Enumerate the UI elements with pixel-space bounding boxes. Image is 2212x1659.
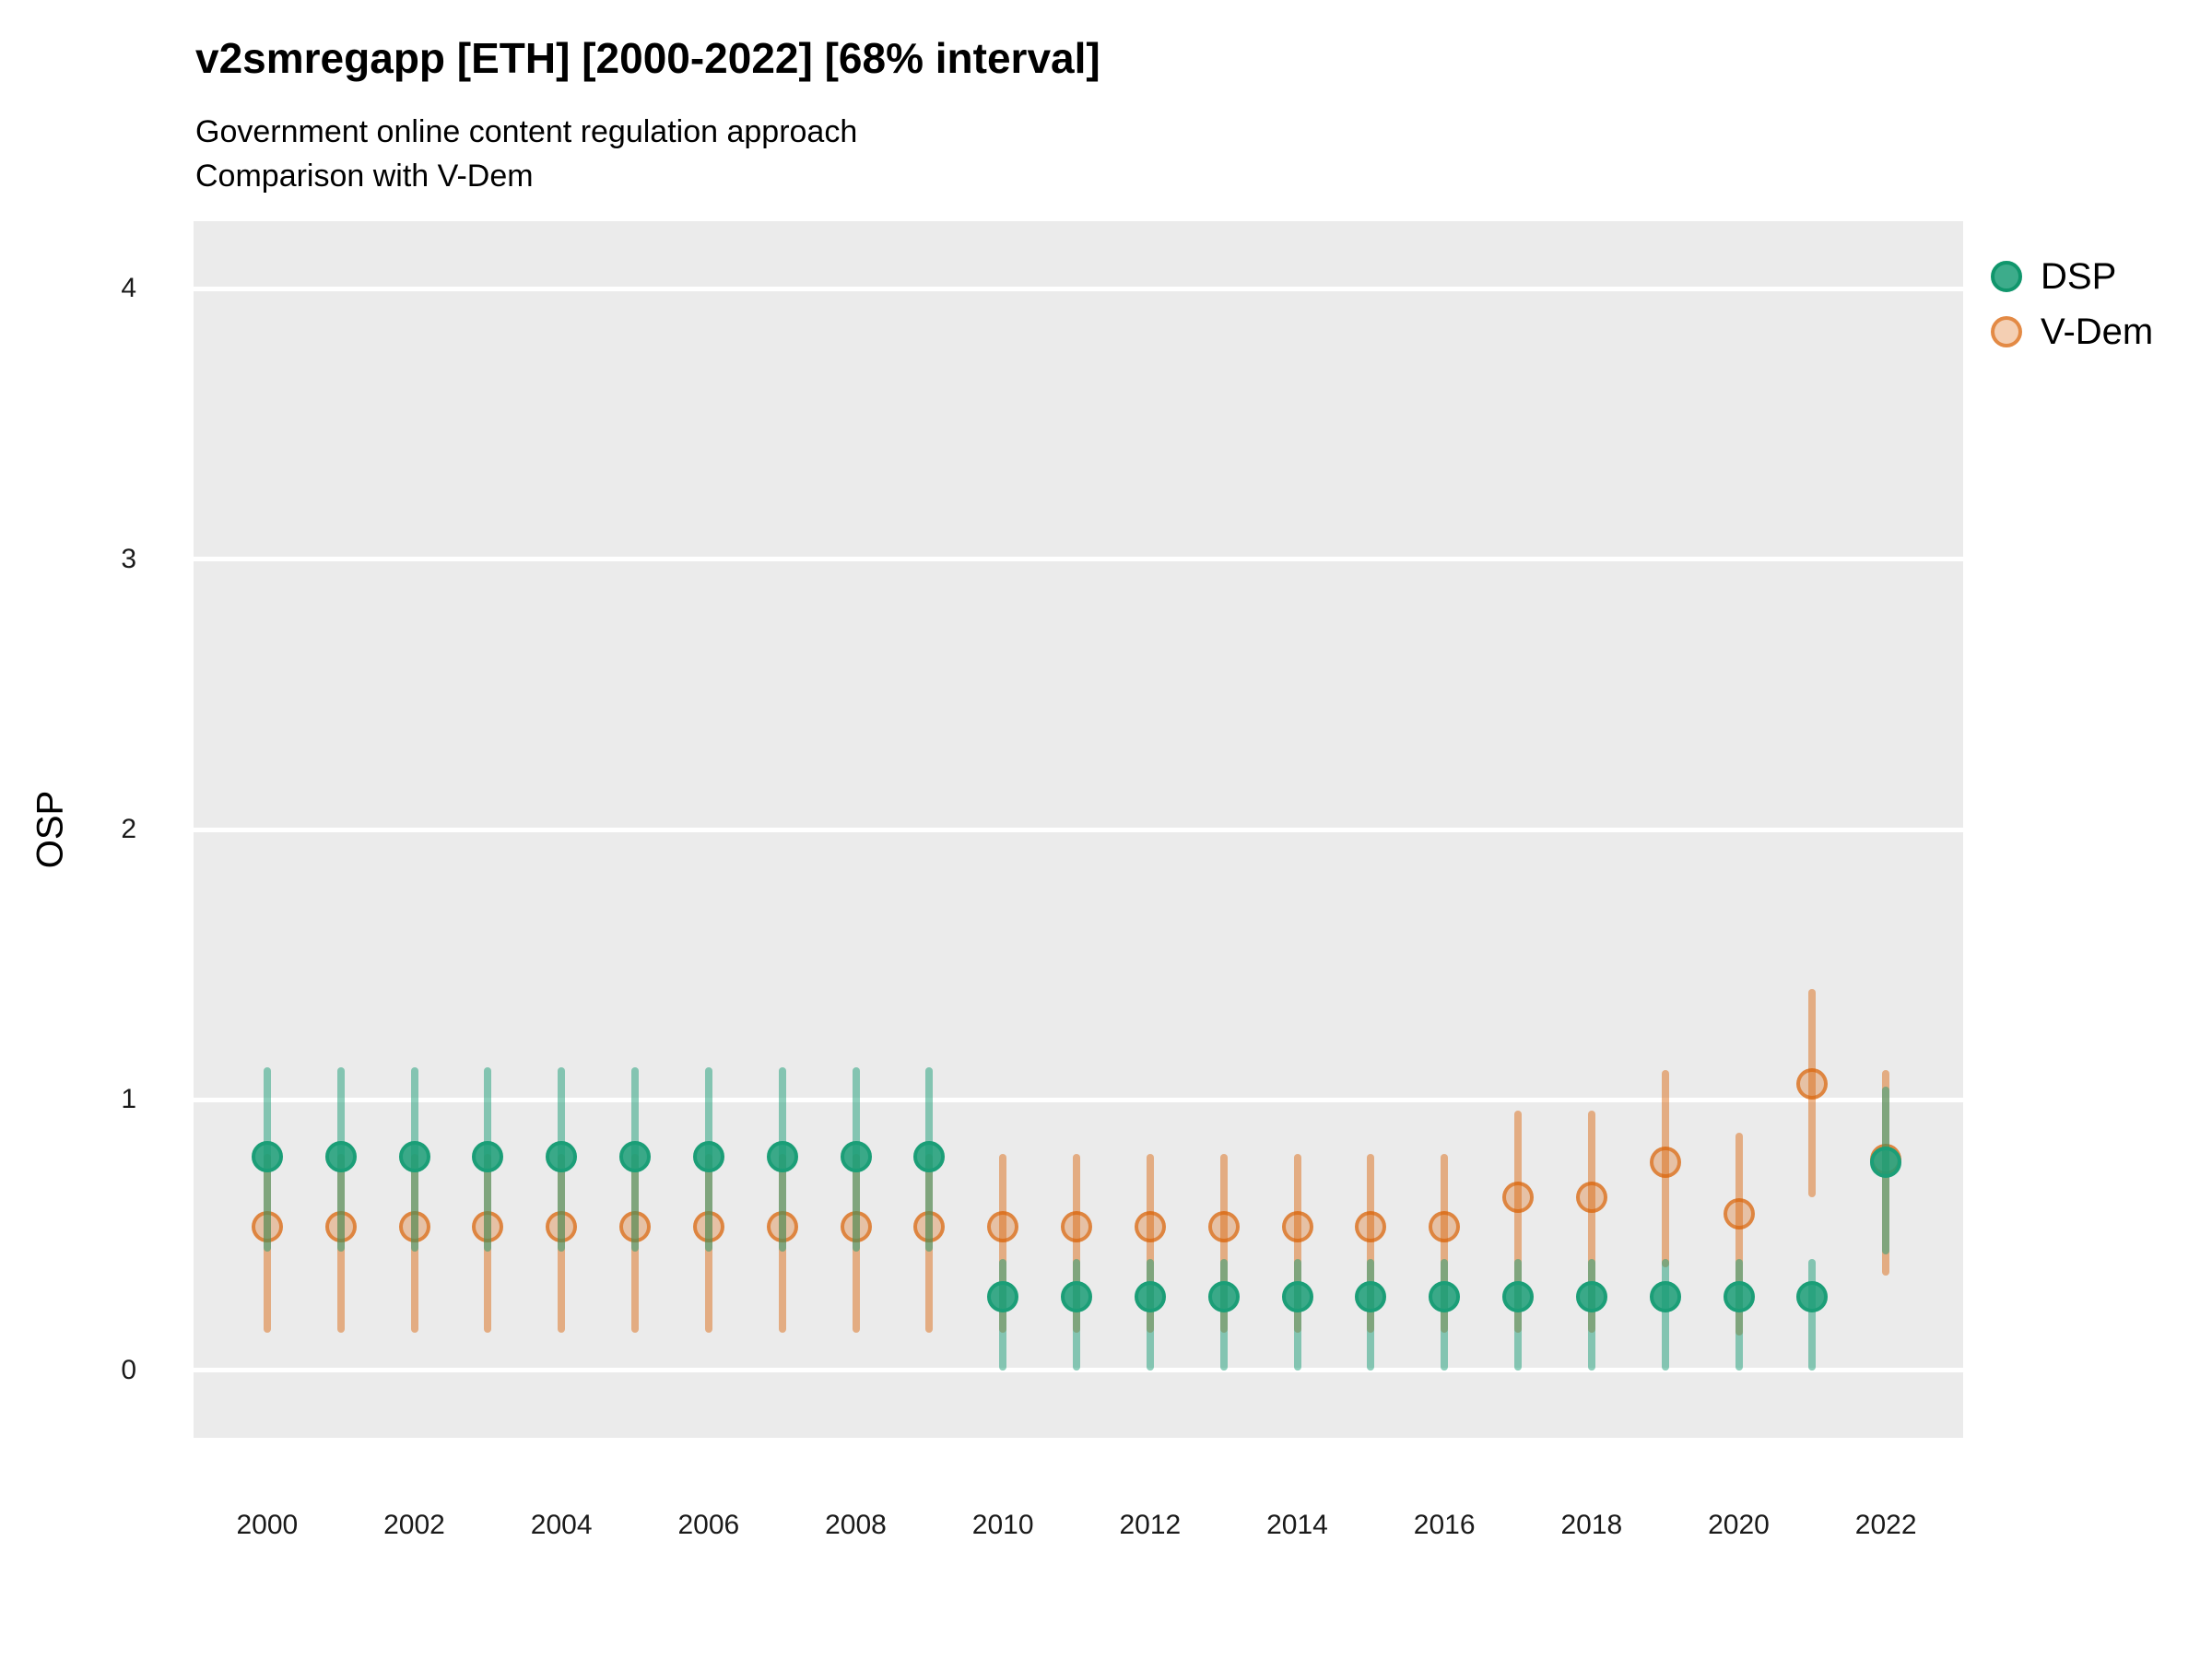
- dsp-point-2021: [1796, 1281, 1829, 1313]
- dsp-interval-2015: [1367, 1259, 1375, 1371]
- legend-label-dsp: DSP: [2041, 255, 2117, 297]
- y-tick-label-2: 2: [121, 814, 136, 844]
- dsp-interval-2020: [1735, 1259, 1743, 1371]
- vdem-point-2011: [1061, 1211, 1092, 1243]
- dsp-point-2004: [546, 1140, 578, 1172]
- dsp-legend-dot-icon: [1991, 261, 2022, 292]
- vdem-interval-2016: [1441, 1154, 1449, 1333]
- dsp-interval-2018: [1587, 1259, 1595, 1371]
- chart-title: v2smregapp [ETH] [2000-2022] [68% interv…: [195, 34, 1100, 82]
- vdem-point-2014: [1281, 1211, 1313, 1243]
- gridline-y-2: [194, 827, 1963, 832]
- x-tick-label-2008: 2008: [825, 1510, 887, 1540]
- dsp-interval-2014: [1293, 1259, 1301, 1371]
- vdem-interval-2018: [1587, 1111, 1595, 1333]
- x-tick-label-2016: 2016: [1413, 1510, 1476, 1540]
- vdem-interval-2017: [1514, 1111, 1522, 1333]
- legend-item-dsp: DSP: [1991, 254, 2153, 299]
- vdem-point-2012: [1134, 1211, 1166, 1243]
- vdem-point-2016: [1429, 1211, 1461, 1243]
- dsp-point-2019: [1649, 1281, 1681, 1313]
- dsp-point-2017: [1502, 1281, 1534, 1313]
- dsp-point-2013: [1207, 1281, 1240, 1313]
- gridline-y-1: [194, 1097, 1963, 1102]
- vdem-interval-2020: [1735, 1132, 1743, 1335]
- gridline-y-3: [194, 557, 1963, 562]
- x-tick-label-2002: 2002: [383, 1510, 445, 1540]
- legend-item-vdem: V-Dem: [1991, 310, 2153, 354]
- dsp-point-2002: [398, 1140, 430, 1172]
- vdem-point-2018: [1575, 1181, 1607, 1213]
- dsp-interval-2010: [999, 1259, 1007, 1371]
- dsp-point-2010: [987, 1281, 1019, 1313]
- legend-label-vdem: V-Dem: [2041, 311, 2154, 352]
- dsp-point-2000: [251, 1140, 283, 1172]
- dsp-interval-2016: [1441, 1259, 1449, 1371]
- x-tick-label-2006: 2006: [677, 1510, 740, 1540]
- dsp-interval-2019: [1661, 1259, 1669, 1371]
- vdem-interval-2012: [1146, 1154, 1154, 1333]
- legend: DSP V-Dem: [1991, 254, 2153, 365]
- x-tick-label-2018: 2018: [1560, 1510, 1623, 1540]
- vdem-point-2013: [1207, 1211, 1240, 1243]
- dsp-point-2007: [766, 1140, 798, 1172]
- vdem-point-2020: [1723, 1197, 1755, 1230]
- dsp-point-2012: [1134, 1281, 1166, 1313]
- chart-subtitle-line1: Government online content regulation app…: [195, 114, 858, 149]
- vdem-interval-2015: [1367, 1154, 1375, 1333]
- x-tick-label-2010: 2010: [971, 1510, 1034, 1540]
- x-tick-label-2014: 2014: [1266, 1510, 1328, 1540]
- dsp-point-2011: [1061, 1281, 1092, 1313]
- x-tick-label-2022: 2022: [1854, 1510, 1917, 1540]
- gridline-y-4: [194, 286, 1963, 291]
- dsp-point-2016: [1429, 1281, 1461, 1313]
- dsp-point-2022: [1870, 1146, 1902, 1178]
- vdem-point-2019: [1649, 1146, 1681, 1178]
- vdem-interval-2011: [1073, 1154, 1080, 1333]
- dsp-point-2015: [1355, 1281, 1387, 1313]
- gridline-y-0: [194, 1368, 1963, 1373]
- dsp-interval-2013: [1219, 1259, 1228, 1371]
- dsp-point-2020: [1723, 1281, 1755, 1313]
- dsp-point-2018: [1575, 1281, 1607, 1313]
- dsp-point-2006: [692, 1140, 724, 1172]
- y-tick-label-4: 4: [121, 273, 136, 304]
- dsp-interval-2017: [1514, 1259, 1522, 1371]
- dsp-point-2001: [324, 1140, 357, 1172]
- dsp-point-2014: [1281, 1281, 1313, 1313]
- y-tick-label-3: 3: [121, 543, 136, 574]
- vdem-point-2021: [1796, 1067, 1829, 1100]
- vdem-point-2010: [987, 1211, 1019, 1243]
- dsp-interval-2012: [1146, 1259, 1154, 1371]
- dsp-interval-2011: [1073, 1259, 1080, 1371]
- vdem-interval-2013: [1219, 1154, 1228, 1333]
- x-tick-label-2020: 2020: [1708, 1510, 1770, 1540]
- dsp-point-2009: [913, 1140, 946, 1172]
- vdem-interval-2014: [1293, 1154, 1301, 1333]
- dsp-point-2003: [472, 1140, 504, 1172]
- vdem-interval-2010: [999, 1154, 1007, 1333]
- dsp-point-2008: [840, 1140, 872, 1172]
- vdem-point-2015: [1355, 1211, 1387, 1243]
- y-tick-label-0: 0: [121, 1354, 136, 1385]
- x-tick-label-2004: 2004: [530, 1510, 593, 1540]
- x-tick-label-2012: 2012: [1119, 1510, 1182, 1540]
- dsp-point-2005: [619, 1140, 651, 1172]
- dsp-interval-2021: [1808, 1259, 1817, 1371]
- vdem-legend-dot-icon: [1991, 316, 2022, 347]
- vdem-point-2017: [1502, 1181, 1534, 1213]
- plot-panel: [194, 221, 1963, 1438]
- chart-subtitle-line2: Comparison with V-Dem: [195, 159, 534, 194]
- x-tick-label-2000: 2000: [236, 1510, 299, 1540]
- y-tick-label-1: 1: [121, 1084, 136, 1115]
